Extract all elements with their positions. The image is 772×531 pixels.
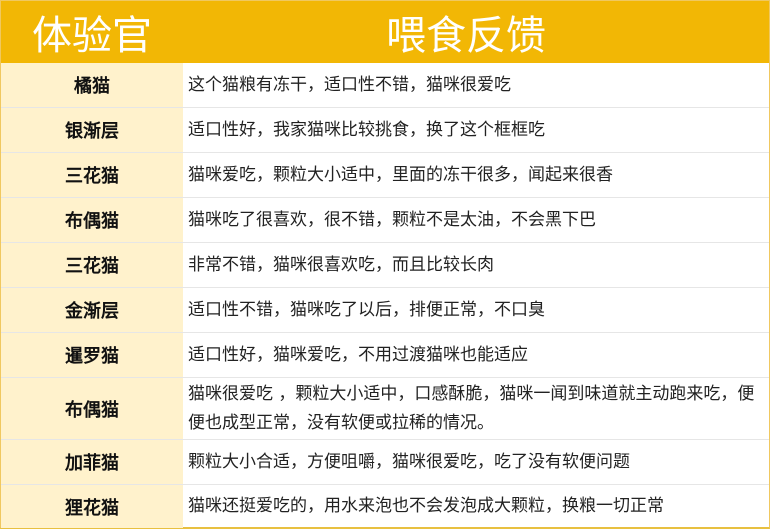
tester-name: 三花猫: [1, 243, 183, 287]
feedback-text: 猫咪还挺爱吃的，用水来泡也不会发泡成大颗粒，换粮一切正常: [188, 496, 664, 516]
table-row: 三花猫 猫咪爱吃，颗粒大小适中，里面的冻干很多，闻起来很香: [1, 153, 769, 198]
feedback-text: 猫咪很爱吃 ，颗粒大小适中，口感酥脆，猫咪一闻到味道就主动跑来吃，便便也成型正常…: [188, 383, 755, 433]
header-feedback: 喂食反馈: [386, 13, 546, 59]
tester-name: 银渐层: [1, 108, 183, 152]
header-tester: 体验官: [32, 13, 152, 59]
feedback-text: 适口性好，猫咪爱吃，不用过渡猫咪也能适应: [188, 344, 528, 365]
tester-name: 橘猫: [1, 63, 183, 107]
table-row: 布偶猫 猫咪很爱吃 ，颗粒大小适中，口感酥脆，猫咪一闻到味道就主动跑来吃，便便也成…: [1, 378, 769, 440]
feedback-text: 适口性不错，猫咪吃了以后，排便正常，不口臭: [188, 299, 545, 320]
table-row: 狸花猫 猫咪还挺爱吃的，用水来泡也不会发泡成大颗粒，换粮一切正常: [1, 485, 769, 528]
table-row: 橘猫 这个猫粮有冻干，适口性不错，猫咪很爱吃: [1, 63, 769, 108]
feedback-text: 猫咪吃了很喜欢，很不错，颗粒不是太油，不会黑下巴: [188, 209, 596, 230]
tester-name: 加菲猫: [1, 440, 183, 484]
tester-name: 暹罗猫: [1, 333, 183, 377]
feedback-text: 非常不错，猫咪很喜欢吃，而且比较长肉: [188, 254, 494, 275]
tester-name: 狸花猫: [1, 485, 183, 528]
feedback-text: 适口性好，我家猫咪比较挑食，换了这个框框吃: [188, 119, 545, 140]
tester-name: 三花猫: [1, 153, 183, 197]
tester-name: 布偶猫: [1, 198, 183, 242]
table-row: 银渐层 适口性好，我家猫咪比较挑食，换了这个框框吃: [1, 108, 769, 153]
feedback-text: 这个猫粮有冻干，适口性不错，猫咪很爱吃: [188, 74, 511, 95]
tester-name: 布偶猫: [1, 378, 183, 439]
table-row: 金渐层 适口性不错，猫咪吃了以后，排便正常，不口臭: [1, 288, 769, 333]
feedback-text: 猫咪爱吃，颗粒大小适中，里面的冻干很多，闻起来很香: [188, 164, 613, 185]
table-body: 橘猫 这个猫粮有冻干，适口性不错，猫咪很爱吃 银渐层 适口性好，我家猫咪比较挑食，换了…: [1, 63, 769, 528]
feedback-text: 颗粒大小合适，方便咀嚼，猫咪很爱吃，吃了没有软便问题: [188, 451, 630, 472]
table-row: 暹罗猫 适口性好，猫咪爱吃，不用过渡猫咪也能适应: [1, 333, 769, 378]
table-row: 布偶猫 猫咪吃了很喜欢，很不错，颗粒不是太油，不会黑下巴: [1, 198, 769, 243]
table-header: 体验官 喂食反馈: [1, 1, 769, 63]
table-row: 加菲猫 颗粒大小合适，方便咀嚼，猫咪很爱吃，吃了没有软便问题: [1, 440, 769, 485]
tester-name: 金渐层: [1, 288, 183, 332]
table-row: 三花猫 非常不错，猫咪很喜欢吃，而且比较长肉: [1, 243, 769, 288]
